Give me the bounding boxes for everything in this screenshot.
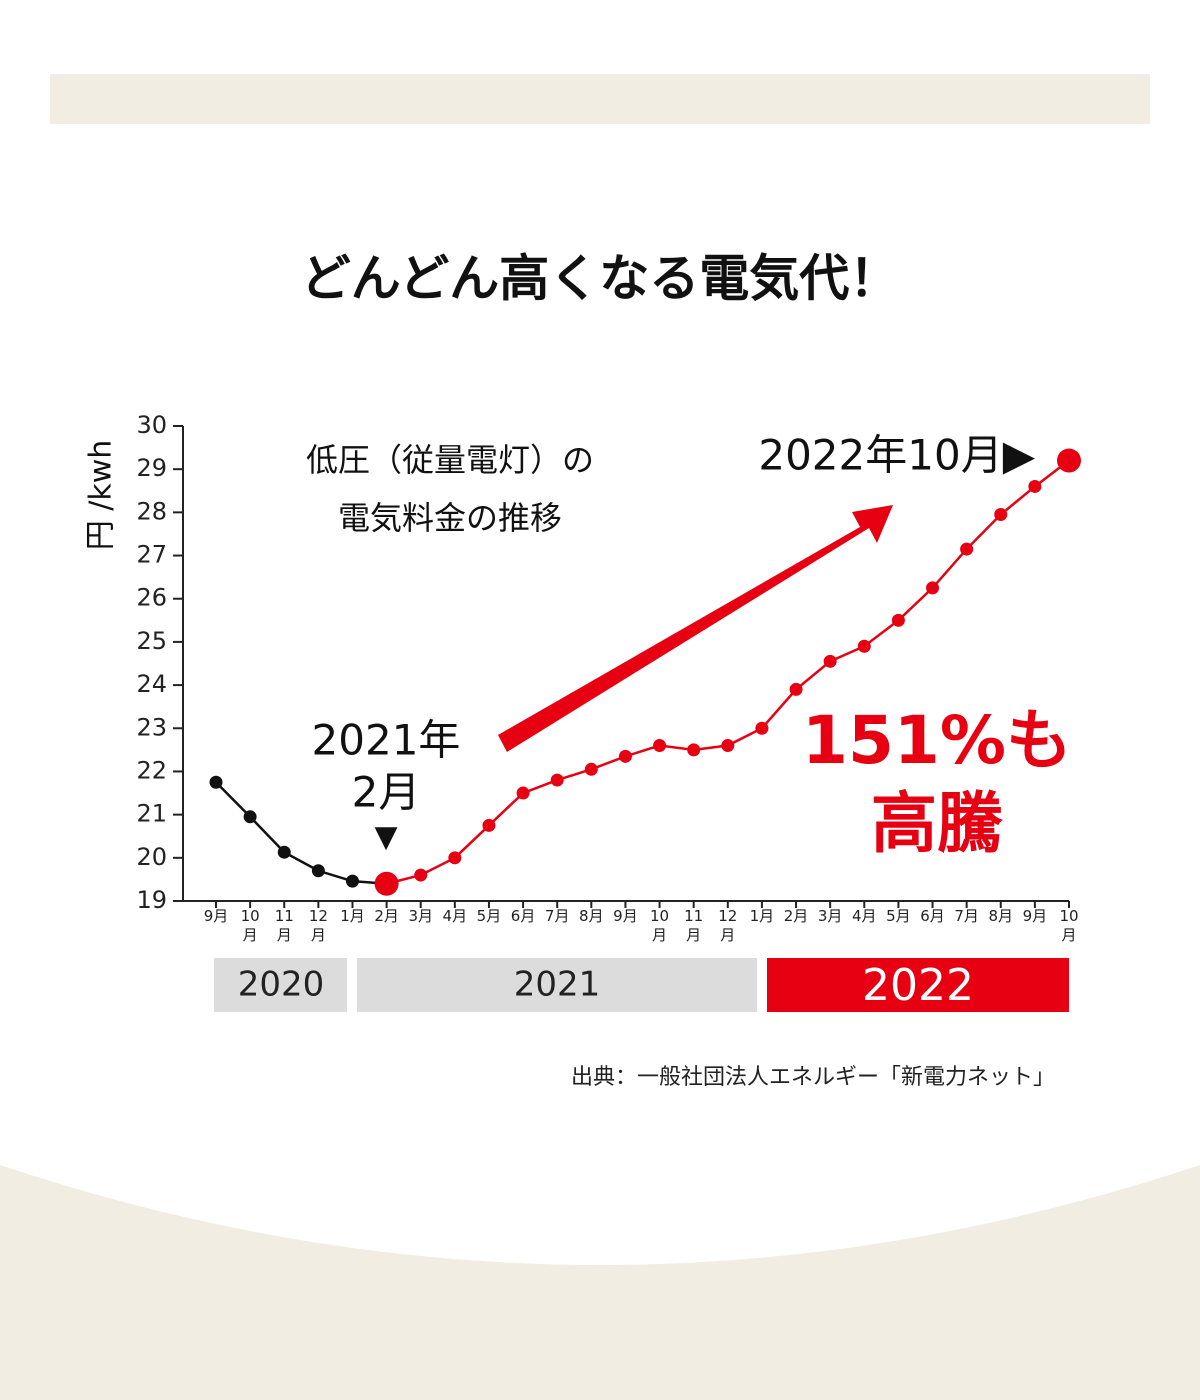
y-tick-label: 19 — [136, 886, 167, 914]
x-tick-label: 12月 — [308, 907, 328, 944]
x-tick-label: 2月 — [374, 907, 399, 925]
year-label: 2022 — [862, 960, 974, 1011]
y-tick-label: 26 — [136, 584, 167, 612]
trend-arrow — [498, 505, 893, 752]
data-point — [755, 721, 769, 735]
x-tick-label: 6月 — [510, 907, 536, 925]
data-point — [584, 762, 598, 776]
x-tick-label: 2月 — [783, 907, 809, 925]
x-tick-label: 5月 — [886, 907, 911, 925]
y-tick-label: 20 — [136, 843, 167, 871]
annotation: 2022年10月▶ — [758, 431, 1035, 480]
data-point — [857, 639, 871, 653]
data-point — [448, 851, 462, 865]
data-point — [311, 864, 325, 878]
data-point — [345, 874, 359, 888]
x-tick-label: 10月 — [240, 907, 260, 944]
data-point — [721, 739, 735, 753]
x-tick-label: 1月 — [749, 907, 775, 925]
data-point — [209, 775, 223, 789]
annotation: 151%も — [802, 702, 1072, 779]
annotation: 2月 — [352, 768, 421, 817]
x-tick-label: 9月 — [1022, 907, 1048, 925]
x-tick-label: 9月 — [613, 907, 638, 925]
top-band — [50, 74, 1150, 124]
y-tick-label: 24 — [136, 670, 167, 698]
y-tick-label: 29 — [136, 454, 167, 482]
data-point — [891, 613, 905, 627]
y-tick-label: 27 — [136, 541, 167, 569]
data-point — [926, 581, 940, 595]
x-tick-label: 7月 — [544, 907, 570, 925]
year-band — [214, 958, 347, 1012]
x-tick-label: 8月 — [579, 907, 604, 925]
y-tick-label: 22 — [136, 756, 167, 784]
source: 出典：一般社団法人エネルギー「新電力ネット」 — [571, 1065, 1055, 1090]
subtitle: 低圧（従量電灯）の — [306, 441, 594, 479]
y-tick-label: 25 — [136, 627, 167, 655]
data-point — [1028, 479, 1042, 493]
y-tick-label: 28 — [136, 497, 167, 525]
series-line — [215, 781, 353, 883]
data-point — [374, 871, 399, 896]
y-tick-label: 21 — [136, 800, 167, 828]
x-tick-label: 3月 — [817, 907, 843, 925]
data-point — [550, 773, 564, 787]
x-tick-label: 4月 — [442, 907, 468, 925]
year-band — [357, 958, 757, 1012]
x-tick-label: 4月 — [851, 907, 877, 925]
data-point — [516, 786, 530, 800]
x-tick-label: 12月 — [718, 907, 738, 944]
y-axis-label: 円 /kwh — [84, 440, 119, 551]
chart-title: どんどん高くなる電気代！ — [301, 250, 900, 308]
x-tick-label: 9月 — [203, 907, 229, 925]
annotation: ▼ — [374, 820, 397, 855]
data-point — [823, 654, 837, 668]
year-label: 2021 — [514, 965, 601, 1005]
data-point — [1057, 448, 1081, 473]
data-point — [482, 818, 496, 832]
x-tick-label: 7月 — [954, 907, 979, 925]
subtitle: 電気料金の推移 — [338, 499, 562, 537]
data-point — [994, 508, 1008, 522]
bottom-band — [0, 1165, 1200, 1400]
x-tick-label: 8月 — [988, 907, 1014, 925]
year-label: 2020 — [238, 965, 325, 1005]
data-point — [414, 868, 428, 882]
data-point — [789, 682, 803, 696]
x-tick-label: 3月 — [408, 907, 433, 925]
x-tick-label: 11月 — [684, 907, 704, 944]
data-point — [277, 845, 291, 859]
data-point — [243, 810, 257, 824]
data-point — [653, 739, 667, 753]
x-tick-label: 1月 — [340, 907, 365, 925]
y-tick-label: 30 — [136, 411, 167, 439]
annotation: 高騰 — [871, 785, 1003, 862]
data-point — [960, 542, 974, 556]
x-tick-label: 5月 — [476, 907, 502, 925]
data-point — [618, 749, 632, 763]
year-band — [767, 958, 1069, 1012]
data-point — [687, 743, 701, 757]
annotation: 2021年 — [312, 716, 461, 765]
x-tick-label: 10月 — [650, 907, 670, 944]
x-tick-label: 11月 — [274, 907, 294, 944]
x-tick-label: 6月 — [920, 907, 945, 925]
x-tick-label: 10月 — [1059, 907, 1079, 944]
y-tick-label: 23 — [136, 713, 167, 741]
